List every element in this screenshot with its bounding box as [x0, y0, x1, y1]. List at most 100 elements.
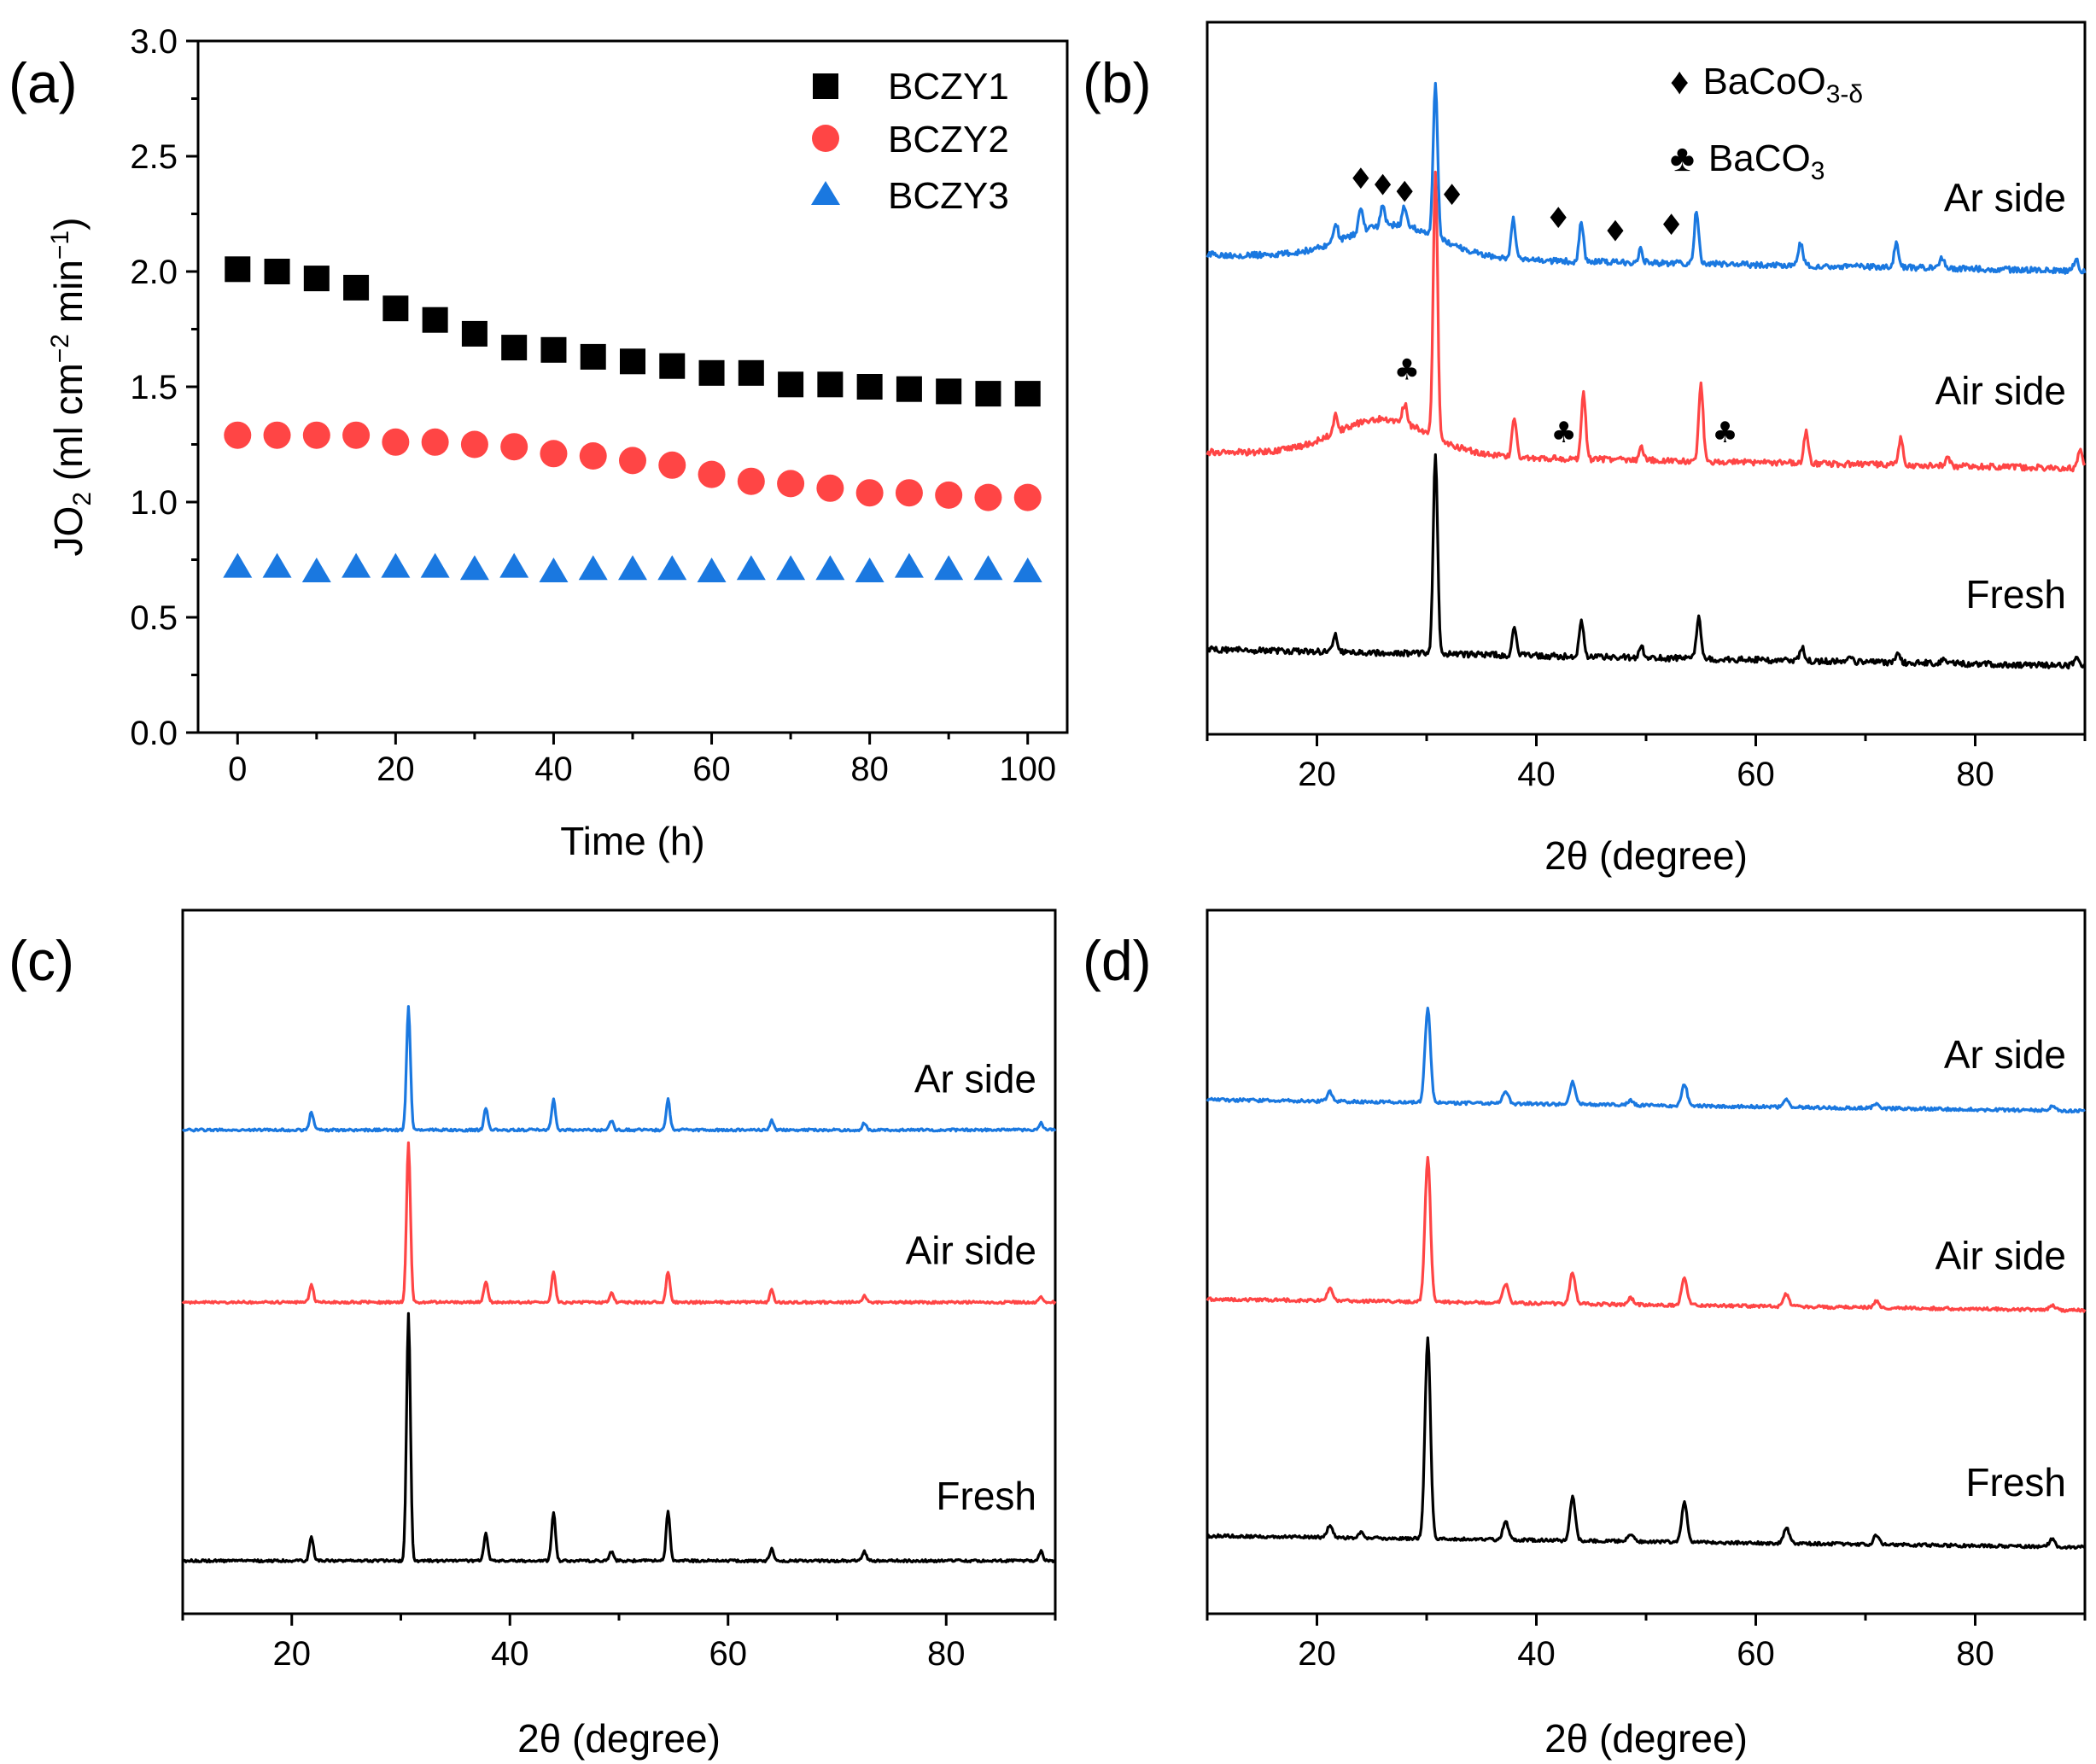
xrd-trace-ar-side-label: Ar side [1944, 175, 2066, 219]
xrd-trace-ar-side [1206, 81, 2087, 275]
data-point-bczy3 [776, 555, 806, 581]
panel-b-traces [1206, 81, 2087, 670]
data-point-bczy3 [1013, 558, 1042, 582]
data-point-bczy1 [264, 259, 290, 284]
data-point-bczy3 [697, 558, 727, 582]
legend-label-bczy3: BCZY3 [888, 175, 1009, 217]
data-point-bczy1 [540, 336, 567, 363]
data-point-bczy2 [974, 483, 1002, 511]
legend-label-bczy1: BCZY1 [888, 66, 1009, 108]
data-point-bczy2 [935, 481, 963, 509]
xrd-trace-ar-side [181, 1005, 1057, 1133]
data-point-bczy1 [225, 256, 251, 283]
legend-phase-bacoo3: ♦ BaCoO3-δ [1670, 61, 1863, 108]
data-point-bczy1 [1014, 381, 1041, 407]
phase-marker: ♦ [1603, 215, 1628, 249]
data-point-bczy3 [855, 558, 885, 582]
panel-d-x-tick-label: 20 [1298, 1635, 1336, 1673]
data-point-bczy2 [302, 421, 330, 449]
legend-marker-bczy1 [813, 73, 838, 99]
panel-c-x-tick-label: 60 [709, 1635, 748, 1673]
panel-b: (b) 20 40 60 80 Ar side♦♦♦ ♦♦ ♦ ♦Air side♣♣ ♣Fr… [1083, 20, 2087, 878]
legend-phase-baco3: ♣ BaCO3 [1670, 137, 1825, 185]
panel-c-x-tick-label: 20 [273, 1635, 312, 1673]
data-point-bczy3 [223, 552, 253, 578]
data-point-bczy1 [738, 359, 764, 386]
data-point-bczy2 [737, 467, 765, 495]
data-point-bczy1 [698, 359, 725, 386]
data-point-bczy3 [736, 555, 766, 581]
panel-b-axes: 20 40 60 80 [1206, 734, 2087, 793]
panel-a-y-tick-label: 3.0 [130, 23, 178, 61]
data-point-bczy1 [975, 381, 1001, 407]
panel-a-x-tick-label: 60 [692, 751, 731, 788]
phase-marker: ♣ [1394, 353, 1420, 388]
data-point-bczy3 [894, 552, 924, 578]
panel-b-trace-labels: Ar side♦♦♦ ♦♦ ♦ ♦Air side♣♣ ♣Fresh [1348, 162, 2066, 616]
xrd-trace-ar-side-label: Ar side [914, 1056, 1036, 1101]
panel-d-x-axis-label: 2θ (degree) [1544, 1716, 1748, 1761]
data-point-bczy3 [420, 552, 450, 578]
panel-d-traces [1206, 1007, 2087, 1550]
data-point-bczy2 [579, 442, 607, 470]
data-point-bczy3 [934, 555, 964, 581]
phase-marker: ♣ [1550, 416, 1576, 450]
data-point-bczy3 [459, 555, 489, 581]
data-point-bczy1 [303, 266, 330, 292]
xrd-trace-air-side [1206, 170, 2087, 473]
panel-a-data-points [223, 256, 1042, 582]
data-point-bczy1 [461, 320, 488, 347]
panel-b-legend: ♦ BaCoO3-δ ♣ BaCO3 [1670, 61, 1863, 185]
panel-c-traces [181, 1005, 1057, 1563]
data-point-bczy1 [817, 371, 844, 398]
data-point-bczy3 [657, 555, 687, 581]
xrd-trace-fresh-label: Fresh [1965, 1460, 2066, 1504]
panel-c-axes: 20 40 60 80 [181, 1614, 1057, 1673]
panel-a-axes: 0 20 40 60 80 100 0.0 0.5 1.0 1.5 2.0 2.5 3.0 [130, 23, 1056, 788]
panel-b-x-axis-label: 2θ (degree) [1544, 833, 1748, 878]
data-point-bczy1 [620, 348, 645, 375]
panel-a-y-axis-label: JO2 (ml cm−2 min−1) [46, 218, 96, 557]
data-point-bczy2 [658, 451, 686, 479]
xrd-trace-ar-side [1206, 1007, 2086, 1114]
data-point-bczy3 [578, 555, 608, 581]
phase-marker: ♦ [1348, 162, 1374, 196]
panel-d-axes: 20 40 60 80 [1206, 1614, 2087, 1673]
phase-marker: ♦ [1658, 208, 1684, 242]
phase-marker: ♦ [1392, 175, 1417, 209]
panel-a-legend: BCZY1 BCZY2 BCZY3 [811, 66, 1009, 217]
data-point-bczy1 [896, 376, 922, 402]
data-point-bczy3 [815, 555, 845, 581]
data-point-bczy3 [539, 558, 569, 582]
data-point-bczy2 [698, 460, 726, 488]
phase-marker: ♣ [1712, 416, 1737, 450]
xrd-trace-fresh-label: Fresh [936, 1474, 1036, 1518]
data-point-bczy3 [618, 555, 647, 581]
panel-c: (c) 20 40 60 80 Ar side Air side Fresh 2θ (de… [9, 908, 1057, 1761]
xrd-trace-ar-side-label: Ar side [1944, 1032, 2066, 1077]
data-point-bczy2 [382, 428, 410, 456]
data-point-bczy1 [422, 307, 448, 333]
data-point-bczy2 [1013, 483, 1042, 511]
xrd-trace-air-side [181, 1141, 1057, 1305]
xrd-trace-air-side [1206, 1155, 2087, 1313]
panel-d: (d) 20 40 60 80 Ar side Air side Fresh 2θ (de… [1083, 908, 2087, 1761]
panel-a-y-tick-label: 1.0 [130, 484, 178, 522]
data-point-bczy1 [856, 374, 883, 400]
legend-label-bczy2: BCZY2 [888, 119, 1009, 161]
xrd-trace-fresh-label: Fresh [1965, 572, 2066, 616]
panel-b-x-tick-label: 60 [1737, 756, 1775, 793]
panel-d-label: (d) [1083, 929, 1152, 992]
data-point-bczy2 [263, 421, 291, 449]
data-point-bczy2 [816, 474, 844, 502]
data-point-bczy3 [262, 552, 292, 578]
data-point-bczy1 [501, 335, 528, 361]
data-point-bczy1 [382, 295, 409, 322]
panel-a: (a) 0 20 40 60 80 100 0.0 0.5 1.0 1.5 2.0 2.5 3.0 BC… [9, 23, 1069, 863]
data-point-bczy2 [855, 479, 884, 507]
panel-b-x-tick-label: 40 [1517, 756, 1556, 793]
phase-marker: ♦ [1545, 202, 1571, 236]
panel-a-y-tick-label: 2.5 [130, 138, 178, 176]
panel-c-label: (c) [9, 929, 74, 992]
